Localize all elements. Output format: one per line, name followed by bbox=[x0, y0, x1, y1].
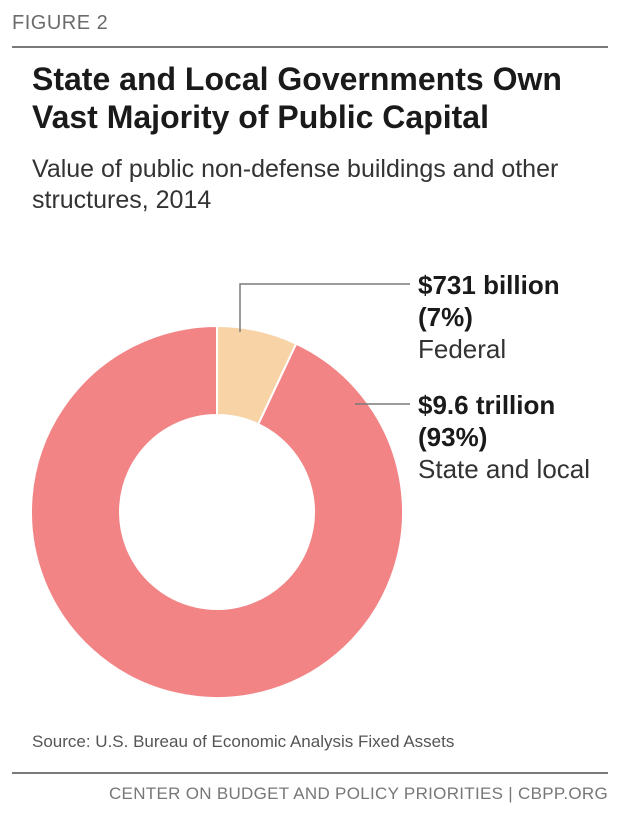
footer-credit: CENTER ON BUDGET AND POLICY PRIORITIES |… bbox=[108, 784, 608, 803]
chart-title-line-2: Vast Majority of Public Capital bbox=[32, 99, 489, 135]
state-local-name-label: State and local bbox=[418, 454, 590, 484]
donut-chart: $731 billion (7%) Federal $9.6 trillion … bbox=[30, 270, 590, 699]
donut-slices bbox=[30, 324, 404, 699]
leader-lines bbox=[239, 283, 410, 405]
state-local-amount-label: $9.6 trillion bbox=[418, 390, 555, 420]
federal-name-label: Federal bbox=[418, 334, 506, 364]
chart-subtitle-line-2: structures, 2014 bbox=[32, 186, 212, 214]
chart-title-line-1: State and Local Governments Own bbox=[32, 61, 562, 97]
state-local-percent-label: (93%) bbox=[418, 422, 487, 452]
federal-percent-label: (7%) bbox=[418, 302, 473, 332]
chart-subtitle-line-1: Value of public non-defense buildings an… bbox=[32, 155, 559, 183]
figure-label: FIGURE 2 bbox=[12, 12, 109, 34]
bottom-divider bbox=[12, 772, 608, 774]
source-note: Source: U.S. Bureau of Economic Analysis… bbox=[32, 732, 455, 751]
federal-amount-label: $731 billion bbox=[418, 270, 560, 300]
donut-slice-state-and-local bbox=[30, 324, 404, 699]
federal-leader-line bbox=[239, 283, 410, 332]
chart-subtitle: Value of public non-defense buildings an… bbox=[32, 154, 602, 216]
top-divider bbox=[12, 46, 608, 48]
chart-title: State and Local Governments Own Vast Maj… bbox=[32, 60, 602, 136]
